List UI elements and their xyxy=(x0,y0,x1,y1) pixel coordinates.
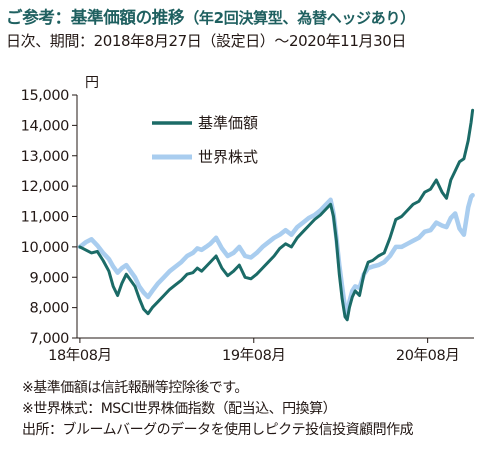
chart-lines xyxy=(77,108,475,322)
chart-title-paren: （年2回決算型、為替ヘッジあり） xyxy=(184,9,415,27)
footnotes: ※基準価額は信託報酬等控除後です。 ※世界株式：MSCI世界株価指数（配当込、円… xyxy=(22,378,414,441)
y-tick-label: 10,000 xyxy=(21,240,70,256)
series-line-world-equity xyxy=(77,192,475,318)
y-tick-label: 11,000 xyxy=(21,210,70,226)
legend-world-equity-label: 世界株式 xyxy=(198,148,258,166)
x-tick-label: 18年08月 xyxy=(48,347,112,364)
y-tick-label: 9,000 xyxy=(29,270,69,286)
x-tick-label: 19年08月 xyxy=(222,347,286,364)
x-tick-label: 20年08月 xyxy=(396,347,460,364)
y-tick-label: 12,000 xyxy=(21,179,70,195)
footnote-nav: ※基準価額は信託報酬等控除後です。 xyxy=(22,380,248,396)
y-tick-label: 13,000 xyxy=(21,149,70,165)
chart-axes: 7,000 8,000 9,000 10,000 11,000 12,000 13,000 1… xyxy=(21,75,474,364)
chart-subtitle: 日次、期間：2018年8月27日（設定日）～2020年11月30日 xyxy=(6,32,406,50)
nav-chart: 7,000 8,000 9,000 10,000 11,000 12,000 13,000 1… xyxy=(21,75,475,364)
footnote-source: 出所：ブルームバーグのデータを使用しピクテ投信投資顧問作成 xyxy=(22,422,414,438)
legend-nav-label: 基準価額 xyxy=(198,114,258,132)
series-line-nav xyxy=(78,108,475,322)
y-tick-label: 15,000 xyxy=(21,88,70,104)
y-tick-label: 14,000 xyxy=(21,118,70,134)
page-title: ご参考：基準価額の推移（年2回決算型、為替ヘッジあり） xyxy=(6,4,415,28)
footnote-world-index: ※世界株式：MSCI世界株価指数（配当込、円換算） xyxy=(22,401,337,417)
y-unit-label: 円 xyxy=(85,75,99,91)
y-tick-label: 8,000 xyxy=(29,301,69,317)
chart-title: ご参考：基準価額の推移 xyxy=(6,8,185,27)
y-tick-label: 7,000 xyxy=(29,331,69,347)
